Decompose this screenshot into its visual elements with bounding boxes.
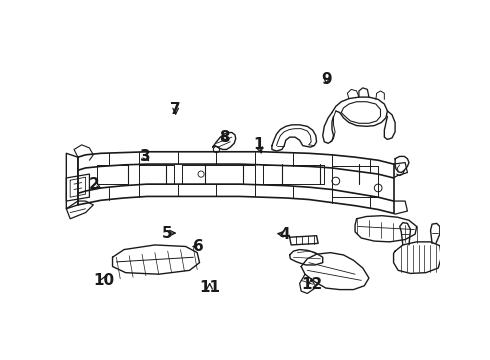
Text: 5: 5 xyxy=(162,226,172,240)
Text: 3: 3 xyxy=(140,149,151,165)
Text: 4: 4 xyxy=(280,227,291,242)
Text: 2: 2 xyxy=(89,177,100,192)
Text: 8: 8 xyxy=(220,130,230,145)
Text: 9: 9 xyxy=(321,72,332,87)
Text: 10: 10 xyxy=(94,273,115,288)
Text: 6: 6 xyxy=(193,239,204,255)
Text: 1: 1 xyxy=(253,137,264,152)
Text: 12: 12 xyxy=(301,277,322,292)
Text: 11: 11 xyxy=(199,280,220,295)
Text: 7: 7 xyxy=(171,102,181,117)
